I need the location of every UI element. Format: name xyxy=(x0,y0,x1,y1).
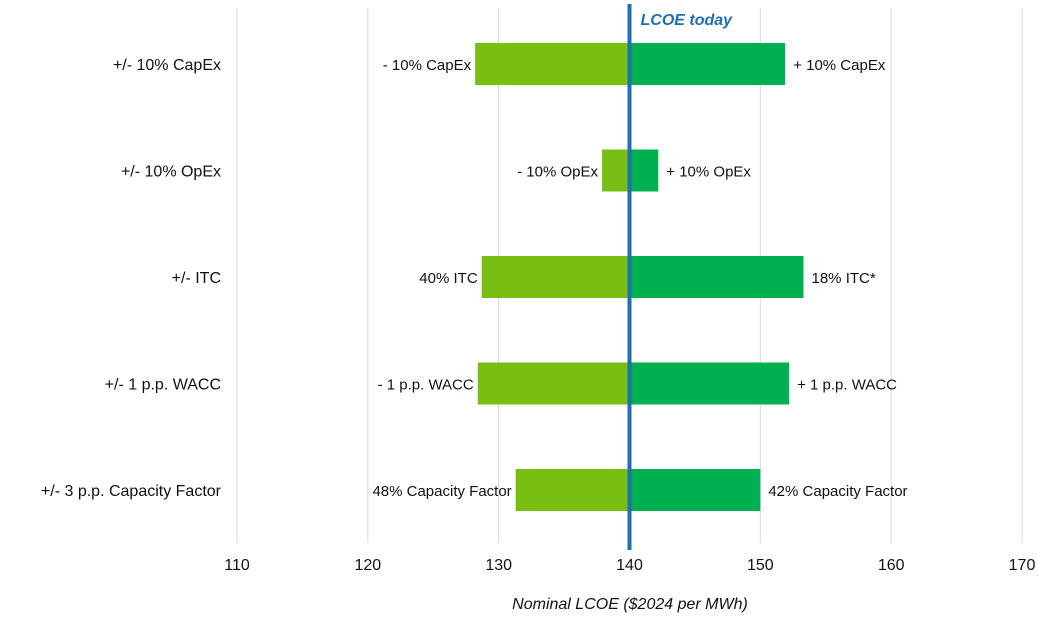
bar-label-low: - 1 p.p. WACC xyxy=(378,377,474,394)
bar-label-high: + 1 p.p. WACC xyxy=(797,377,897,394)
bar-low xyxy=(477,362,630,405)
bar-high xyxy=(629,362,790,405)
bar-high xyxy=(629,469,761,511)
bar-high xyxy=(629,149,659,192)
bar-label-high: 42% Capacity Factor xyxy=(768,483,907,500)
bar-low xyxy=(515,469,630,511)
x-tick-label: 110 xyxy=(224,557,250,574)
bars xyxy=(475,43,804,511)
x-tick-label: 130 xyxy=(485,557,512,574)
bar-label-low: - 10% OpEx xyxy=(517,164,598,181)
bar-low xyxy=(602,149,630,192)
category-label: +/- 3 p.p. Capacity Factor xyxy=(41,483,222,500)
bar-label-low: - 10% CapEx xyxy=(383,57,472,74)
category-label: +/- ITC xyxy=(172,270,221,287)
bar-label-high: + 10% OpEx xyxy=(666,164,751,181)
bar-label-high: 18% ITC* xyxy=(812,270,876,287)
bar-low xyxy=(475,43,630,85)
category-label: +/- 10% CapEx xyxy=(113,57,221,74)
bar-label-low: 40% ITC xyxy=(419,270,478,287)
category-label: +/- 10% OpEx xyxy=(121,164,221,181)
bar-high xyxy=(629,256,804,298)
bar-low xyxy=(481,256,630,298)
x-axis-title: Nominal LCOE ($2024 per MWh) xyxy=(512,596,748,613)
bar-label-low: 48% Capacity Factor xyxy=(372,483,511,500)
x-tick-label: 120 xyxy=(354,557,381,574)
x-tick-label: 170 xyxy=(1009,557,1036,574)
reference-line-label: LCOE today xyxy=(641,12,734,29)
x-tick-label: 160 xyxy=(878,557,905,574)
category-label: +/- 1 p.p. WACC xyxy=(105,377,221,394)
x-tick-label: 140 xyxy=(616,557,643,574)
reference-line-group: LCOE today xyxy=(627,4,734,550)
labels: 110 120 130 140 150 160 170 +/- 10% CapEx - 10% … xyxy=(41,57,1036,574)
x-tick-label: 150 xyxy=(747,557,774,574)
bar-high xyxy=(629,43,786,85)
bar-label-high: + 10% CapEx xyxy=(793,57,886,74)
